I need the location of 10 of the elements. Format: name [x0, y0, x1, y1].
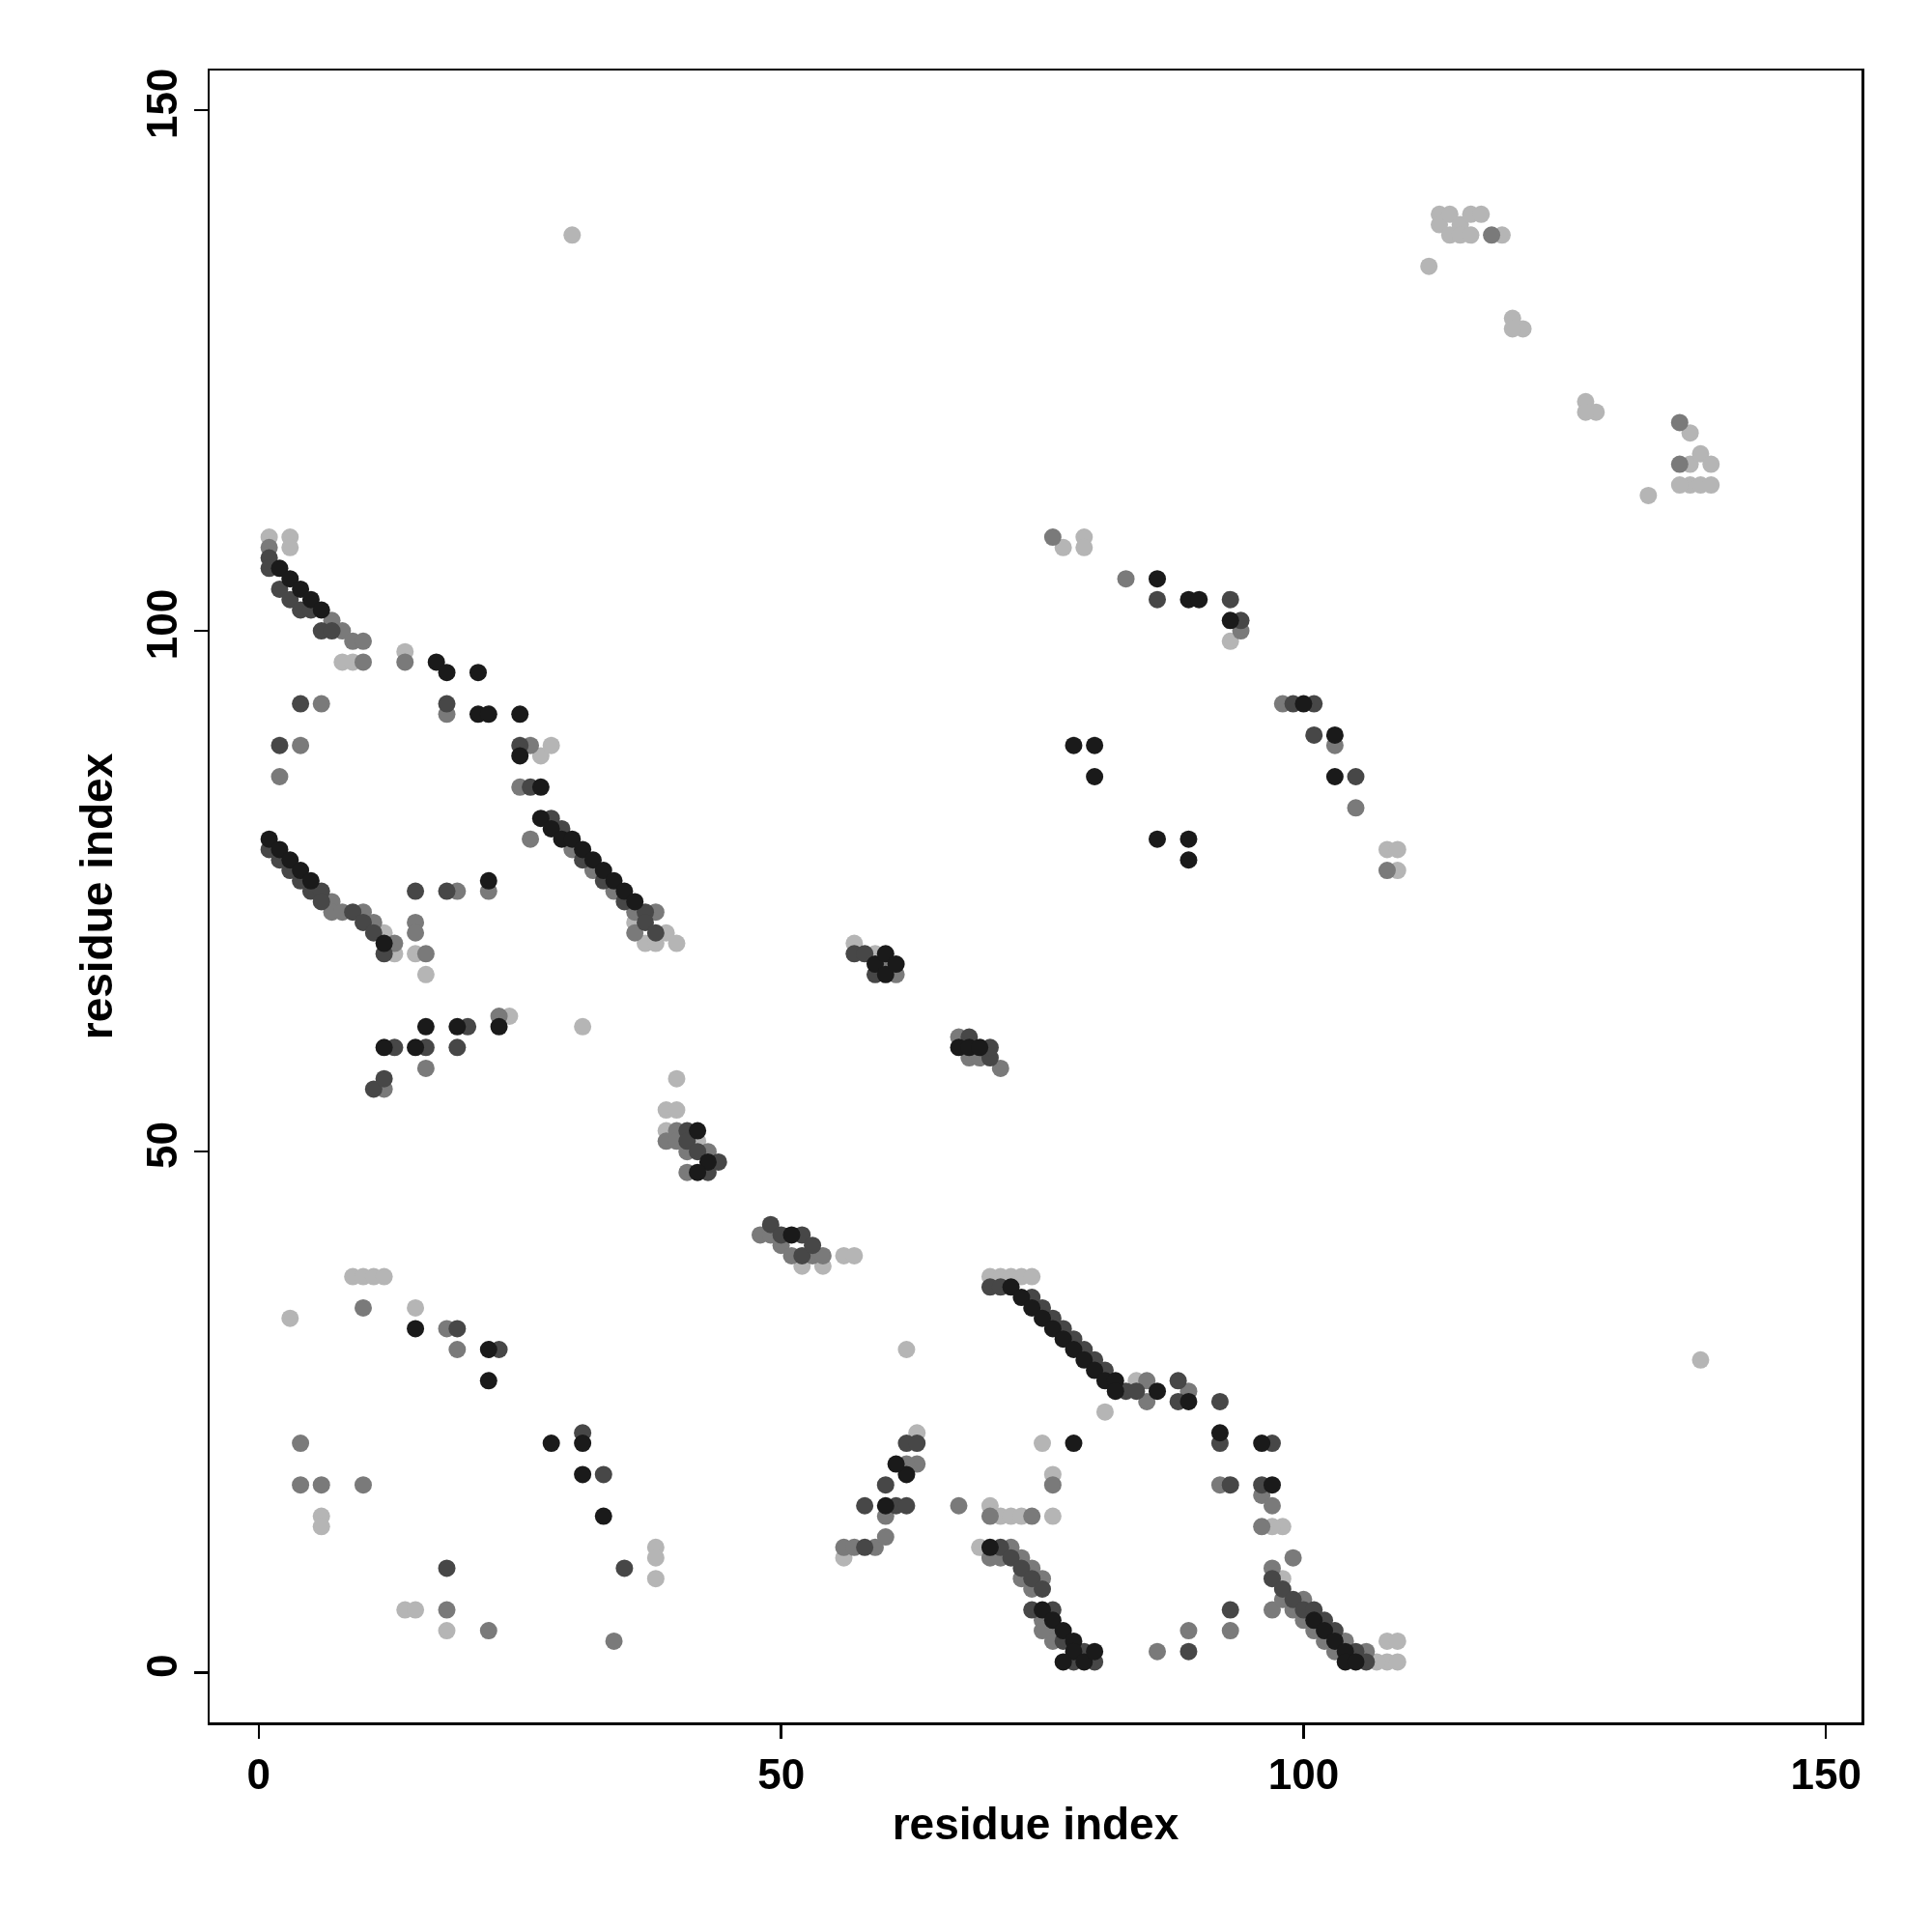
y-tick-label: 150: [137, 68, 185, 140]
x-tick-label: 50: [757, 1750, 806, 1799]
y-tick-label: 0: [137, 1654, 185, 1678]
x-tick-label: 150: [1790, 1750, 1861, 1799]
x-tick-label: 0: [246, 1750, 271, 1799]
x-tick-label: 100: [1267, 1750, 1340, 1799]
y-tick-label: 50: [137, 1122, 185, 1170]
x-axis-title: residue index: [892, 1799, 1179, 1850]
y-axis-title: residue index: [71, 753, 123, 1040]
y-tick-label: 100: [137, 588, 185, 661]
